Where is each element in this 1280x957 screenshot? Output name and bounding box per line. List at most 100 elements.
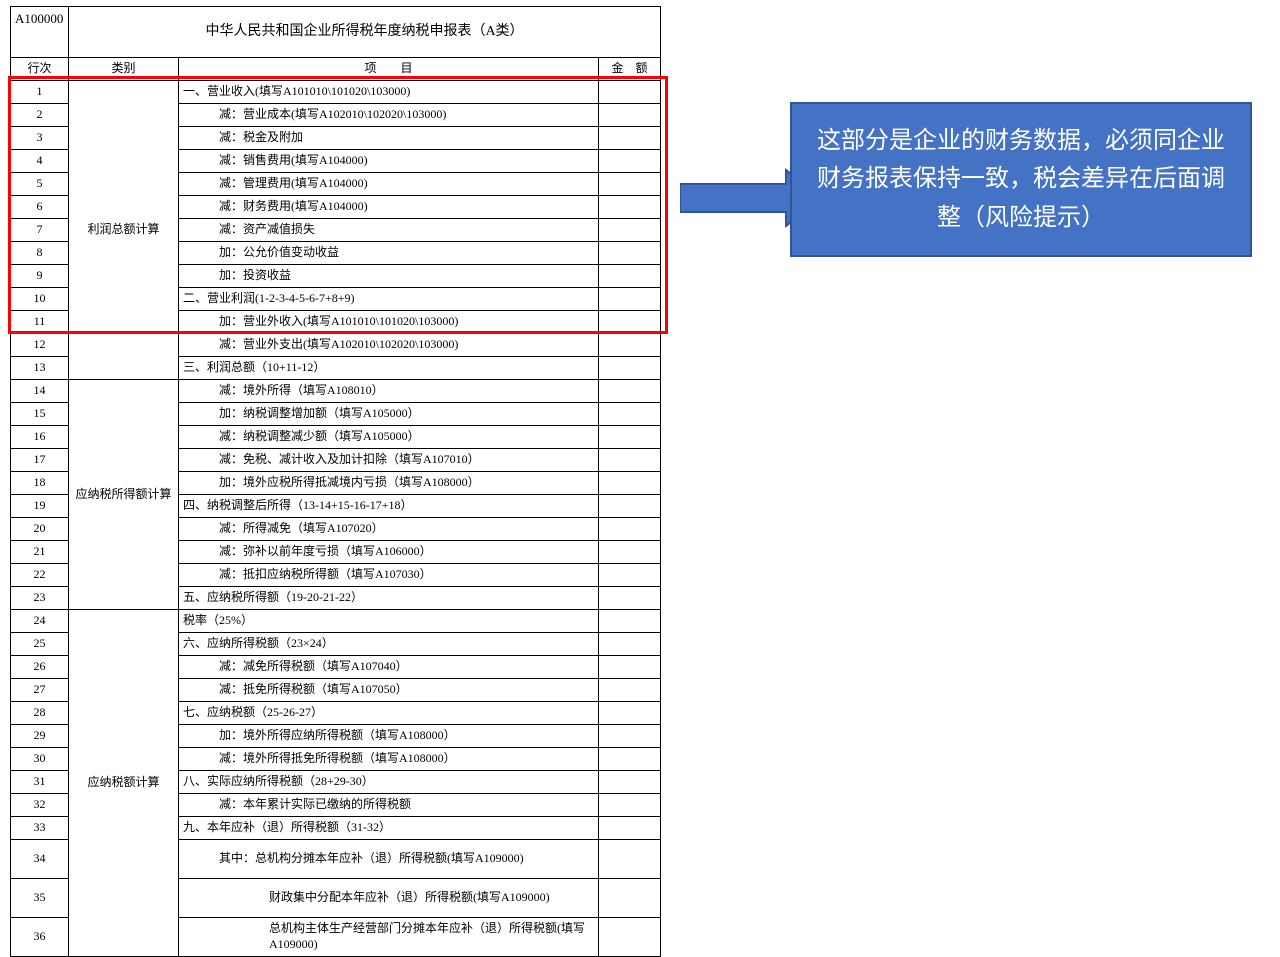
row-number: 22 xyxy=(11,564,69,587)
row-number: 24 xyxy=(11,610,69,633)
item-cell: 税率（25%） xyxy=(179,610,599,633)
amount-cell xyxy=(599,104,661,127)
amount-cell xyxy=(599,518,661,541)
amount-cell xyxy=(599,81,661,104)
item-cell: 减：营业成本(填写A102010\102020\103000) xyxy=(179,104,599,127)
row-number: 9 xyxy=(11,265,69,288)
amount-cell xyxy=(599,725,661,748)
row-number: 23 xyxy=(11,587,69,610)
tax-declaration-table: A100000中华人民共和国企业所得税年度纳税申报表（A类）行次类别项 目金 额… xyxy=(10,6,661,957)
category-cell: 应纳税所得额计算 xyxy=(69,380,179,610)
row-number: 17 xyxy=(11,449,69,472)
amount-cell xyxy=(599,587,661,610)
row-number: 18 xyxy=(11,472,69,495)
row-number: 12 xyxy=(11,334,69,357)
row-number: 26 xyxy=(11,656,69,679)
amount-cell xyxy=(599,840,661,879)
row-number: 5 xyxy=(11,173,69,196)
item-cell: 减：销售费用(填写A104000) xyxy=(179,150,599,173)
row-number: 3 xyxy=(11,127,69,150)
item-cell: 减：管理费用(填写A104000) xyxy=(179,173,599,196)
amount-cell xyxy=(599,564,661,587)
table-body: A100000中华人民共和国企业所得税年度纳税申报表（A类）行次类别项 目金 额… xyxy=(11,7,661,957)
item-cell: 加：纳税调整增加额（填写A105000） xyxy=(179,403,599,426)
item-cell: 七、应纳税额（25-26-27） xyxy=(179,702,599,725)
amount-cell xyxy=(599,357,661,380)
row-number: 20 xyxy=(11,518,69,541)
header-item: 项 目 xyxy=(179,58,599,81)
item-cell: 减：资产减值损失 xyxy=(179,219,599,242)
title-row: A100000中华人民共和国企业所得税年度纳税申报表（A类） xyxy=(11,7,661,58)
row-number: 2 xyxy=(11,104,69,127)
row-number: 13 xyxy=(11,357,69,380)
amount-cell xyxy=(599,265,661,288)
form-title: 中华人民共和国企业所得税年度纳税申报表（A类） xyxy=(69,7,661,58)
amount-cell xyxy=(599,334,661,357)
item-cell: 减：免税、减计收入及加计扣除（填写A107010） xyxy=(179,449,599,472)
amount-cell xyxy=(599,127,661,150)
item-cell: 减：弥补以前年度亏损（填写A106000） xyxy=(179,541,599,564)
row-number: 35 xyxy=(11,879,69,918)
item-cell: 其中：总机构分摊本年应补（退）所得税额(填写A109000) xyxy=(179,840,599,879)
row-number: 8 xyxy=(11,242,69,265)
item-cell: 加：境外应税所得抵减境内亏损（填写A108000） xyxy=(179,472,599,495)
item-cell: 减：境外所得（填写A108010） xyxy=(179,380,599,403)
table-row: 14应纳税所得额计算减：境外所得（填写A108010） xyxy=(11,380,661,403)
row-number: 36 xyxy=(11,918,69,957)
header-amount: 金 额 xyxy=(599,58,661,81)
row-number: 1 xyxy=(11,81,69,104)
amount-cell xyxy=(599,472,661,495)
item-cell: 四、纳税调整后所得（13-14+15-16-17+18） xyxy=(179,495,599,518)
row-number: 11 xyxy=(11,311,69,334)
row-number: 14 xyxy=(11,380,69,403)
category-cell: 应纳税额计算 xyxy=(69,610,179,957)
item-cell: 加：境外所得应纳所得税额（填写A108000） xyxy=(179,725,599,748)
header-row: 行次 xyxy=(11,58,69,81)
callout-box: 这部分是企业的财务数据，必须同企业财务报表保持一致，税会差异在后面调整（风险提示… xyxy=(790,102,1252,257)
form-code: A100000 xyxy=(11,7,69,58)
header-row: 行次类别项 目金 额 xyxy=(11,58,661,81)
row-number: 32 xyxy=(11,794,69,817)
amount-cell xyxy=(599,288,661,311)
amount-cell xyxy=(599,771,661,794)
amount-cell xyxy=(599,173,661,196)
item-cell: 减：财务费用(填写A104000) xyxy=(179,196,599,219)
amount-cell xyxy=(599,817,661,840)
item-cell: 九、本年应补（退）所得税额（31-32） xyxy=(179,817,599,840)
row-number: 16 xyxy=(11,426,69,449)
amount-cell xyxy=(599,196,661,219)
amount-cell xyxy=(599,679,661,702)
callout-text: 这部分是企业的财务数据，必须同企业财务报表保持一致，税会差异在后面调整（风险提示… xyxy=(817,128,1225,231)
row-number: 15 xyxy=(11,403,69,426)
item-cell: 加：营业外收入(填写A101010\101020\103000) xyxy=(179,311,599,334)
amount-cell xyxy=(599,541,661,564)
item-cell: 六、应纳所得税额（23×24） xyxy=(179,633,599,656)
item-cell: 减：本年累计实际已缴纳的所得税额 xyxy=(179,794,599,817)
item-cell: 减：税金及附加 xyxy=(179,127,599,150)
amount-cell xyxy=(599,426,661,449)
item-cell: 减：境外所得抵免所得税额（填写A108000） xyxy=(179,748,599,771)
amount-cell xyxy=(599,879,661,918)
row-number: 34 xyxy=(11,840,69,879)
row-number: 33 xyxy=(11,817,69,840)
header-category: 类别 xyxy=(69,58,179,81)
category-cell: 利润总额计算 xyxy=(69,81,179,380)
amount-cell xyxy=(599,794,661,817)
item-cell: 一、营业收入(填写A101010\101020\103000) xyxy=(179,81,599,104)
item-cell: 三、利润总额（10+11-12） xyxy=(179,357,599,380)
item-cell: 财政集中分配本年应补（退）所得税额(填写A109000) xyxy=(179,879,599,918)
row-number: 19 xyxy=(11,495,69,518)
amount-cell xyxy=(599,702,661,725)
item-cell: 减：所得减免（填写A107020） xyxy=(179,518,599,541)
item-cell: 总机构主体生产经营部门分摊本年应补（退）所得税额(填写A109000) xyxy=(179,918,599,957)
item-cell: 五、应纳税所得额（19-20-21-22） xyxy=(179,587,599,610)
row-number: 28 xyxy=(11,702,69,725)
amount-cell xyxy=(599,380,661,403)
row-number: 4 xyxy=(11,150,69,173)
item-cell: 减：抵免所得税额（填写A107050） xyxy=(179,679,599,702)
row-number: 31 xyxy=(11,771,69,794)
row-number: 29 xyxy=(11,725,69,748)
row-number: 30 xyxy=(11,748,69,771)
row-number: 27 xyxy=(11,679,69,702)
amount-cell xyxy=(599,633,661,656)
